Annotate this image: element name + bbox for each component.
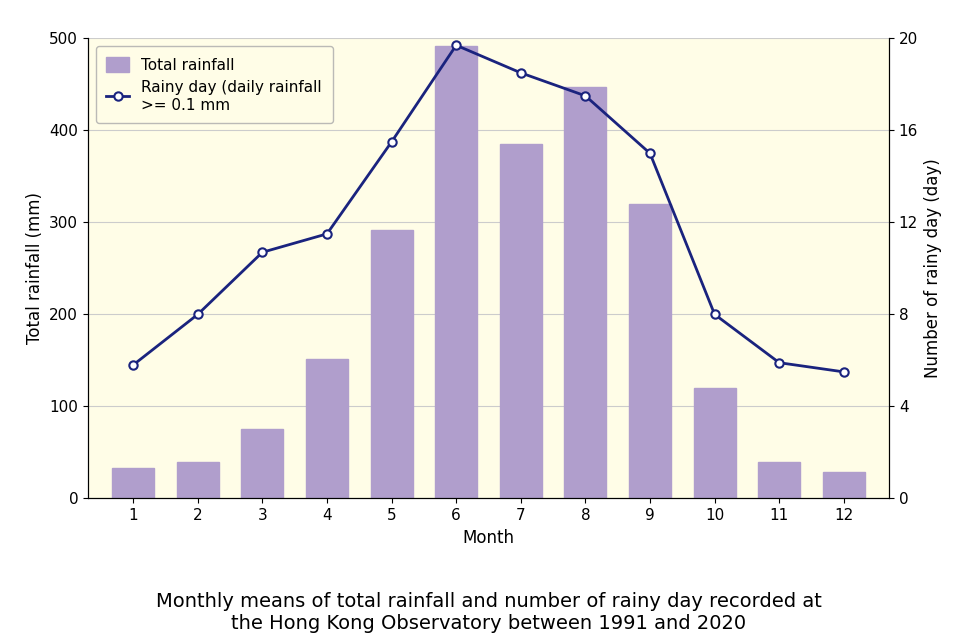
Bar: [370, 230, 412, 498]
Bar: [758, 461, 800, 498]
Bar: [500, 144, 542, 498]
X-axis label: Month: Month: [462, 528, 515, 547]
Bar: [629, 204, 671, 498]
Bar: [177, 461, 219, 498]
Bar: [112, 468, 154, 498]
Bar: [435, 46, 477, 498]
Bar: [565, 87, 607, 498]
Y-axis label: Total rainfall (mm): Total rainfall (mm): [25, 192, 44, 344]
Bar: [306, 358, 348, 498]
Bar: [823, 472, 865, 498]
Legend: Total rainfall, Rainy day (daily rainfall
>= 0.1 mm: Total rainfall, Rainy day (daily rainfal…: [96, 46, 333, 123]
Bar: [694, 388, 736, 498]
Text: Monthly means of total rainfall and number of rainy day recorded at
the Hong Kon: Monthly means of total rainfall and numb…: [155, 592, 822, 633]
Bar: [241, 429, 283, 498]
Y-axis label: Number of rainy day (day): Number of rainy day (day): [923, 158, 942, 378]
